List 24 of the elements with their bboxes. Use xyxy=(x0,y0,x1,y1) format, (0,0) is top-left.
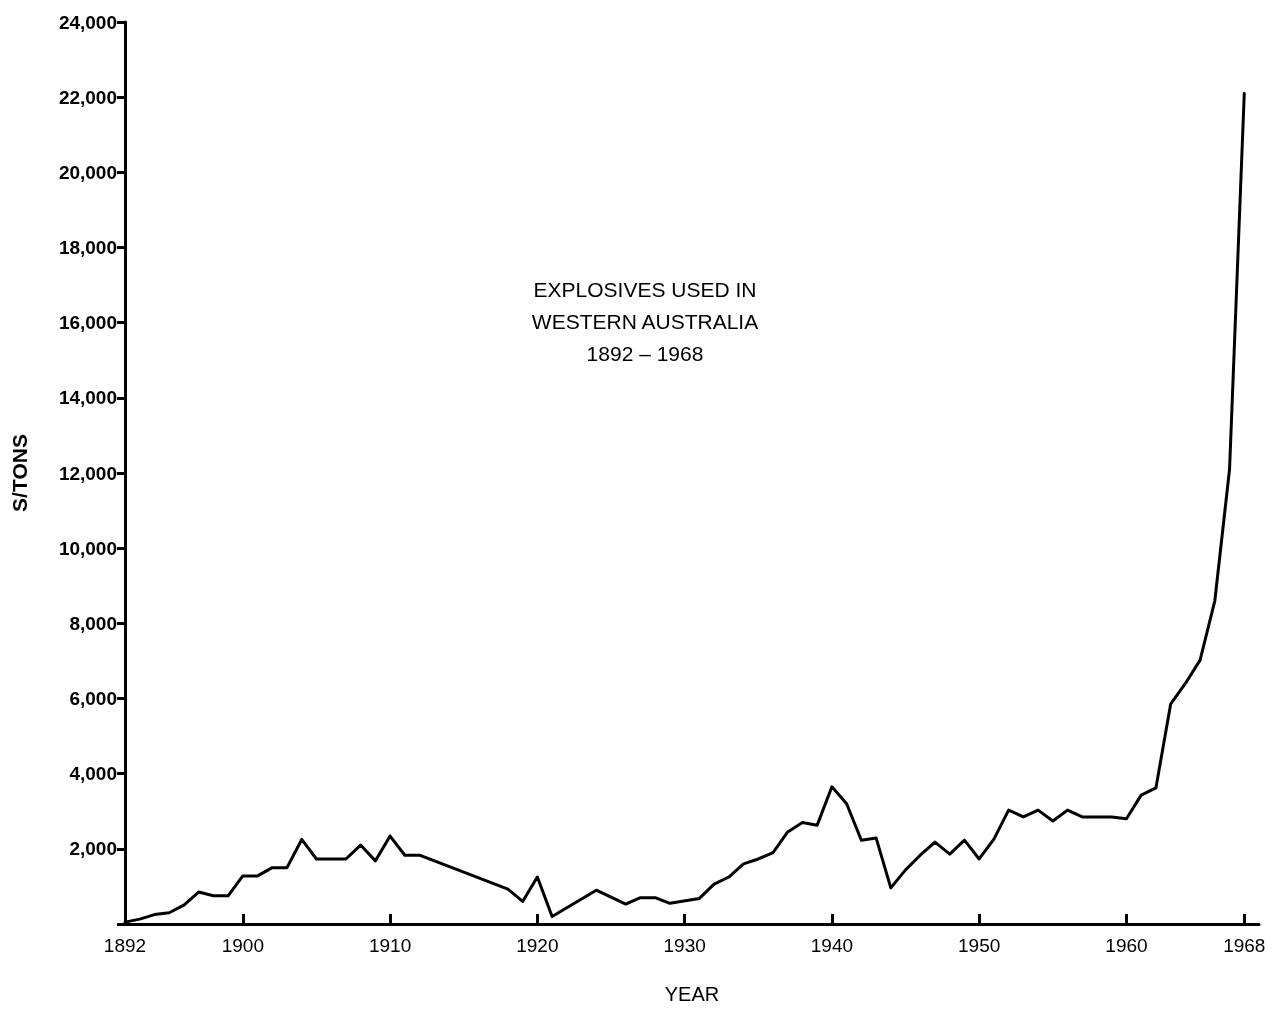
x-tick-label: 1960 xyxy=(1105,935,1148,956)
y-tick-label: 8,000 xyxy=(69,612,117,634)
x-tick-label: 1940 xyxy=(810,935,854,956)
y-tick-label: 6,000 xyxy=(69,688,117,709)
y-tick-label: 12,000 xyxy=(58,462,117,484)
y-tick-label: 16,000 xyxy=(58,312,117,334)
y-axis-title: S/TONS xyxy=(8,434,31,512)
y-tick-label: 10,000 xyxy=(58,537,117,559)
y-tick-label: 4,000 xyxy=(69,763,117,785)
x-tick-label: 1900 xyxy=(221,935,264,956)
x-tick-label: 1920 xyxy=(516,935,559,956)
y-tick-label: 20,000 xyxy=(58,161,117,183)
y-tick-label: 22,000 xyxy=(58,86,117,108)
y-tick-label: 2,000 xyxy=(69,838,117,860)
y-tick-label: 24,000 xyxy=(58,11,117,33)
x-tick-label: 1910 xyxy=(368,935,412,956)
x-tick-label: 1968 xyxy=(1223,935,1266,956)
x-tick-label: 1950 xyxy=(958,935,1001,956)
text: EXPLOSIVES USED IN WESTERN AUSTRALIA 1892 – 1968 xyxy=(531,277,759,365)
x-tick-label: 1892 xyxy=(103,935,147,956)
y-tick-label: 18,000 xyxy=(58,237,117,258)
y-tick-label: 14,000 xyxy=(58,387,117,409)
x-axis-title: YEAR xyxy=(664,983,720,1005)
x-tick-label: 1930 xyxy=(663,935,706,956)
